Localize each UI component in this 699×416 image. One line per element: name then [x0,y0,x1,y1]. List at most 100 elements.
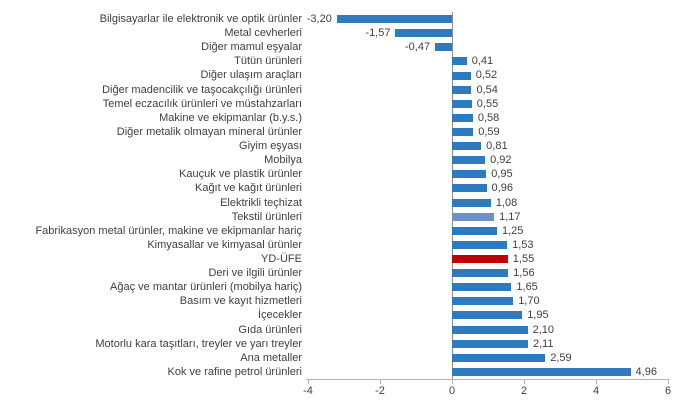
bar [452,212,495,221]
value-label: 0,52 [475,69,498,82]
value-label: 4,96 [635,365,657,378]
value-label: 1,70 [518,295,540,308]
category-label: Makine ve ekipmanlar (b.y.s.) [159,111,302,124]
x-axis-tick-label: 2 [520,385,528,397]
category-label: Gıda ürünleri [238,323,302,336]
value-label: 1,08 [495,196,518,209]
bar [336,15,452,24]
value-label: 1,95 [527,309,549,322]
value-label: 0,81 [486,140,508,153]
chart-row: Deri ve ilgili ürünler 1,56 [0,266,699,280]
x-axis-tick-label: 6 [664,385,672,397]
x-axis-tick [668,379,669,384]
value-label: 0,95 [491,168,513,181]
bar [452,297,514,306]
category-label: Ana metaller [240,351,302,364]
bar [452,367,631,376]
category-label: Ağaç ve mantar ürünleri (mobilya hariç) [110,281,302,294]
chart-row: Elektrikli teçhizat 1,08 [0,196,699,210]
value-label: 1,53 [512,238,534,251]
chart-row: Bilgisayarlar ile elektronik ve optik ür… [0,12,699,26]
category-label: Diğer ulaşım araçları [200,69,302,82]
chart-row: Diğer metalik olmayan mineral ürünler 0,5… [0,125,699,139]
chart-row: Diğer madencilik ve taşocakçılığı ürünle… [0,83,699,97]
x-axis-tick-label: -4 [303,385,313,397]
bar [452,170,487,179]
value-label: 1,17 [499,210,521,223]
chart-row: Makine ve ekipmanlar (b.y.s.) 0,58 [0,111,699,125]
bar [435,43,452,52]
category-label: Metal cevherleri [224,27,302,40]
bar [452,240,508,249]
category-label: Tütün ürünleri [234,55,302,68]
category-label: Mobilya [264,154,302,167]
x-axis-tick [308,379,309,384]
value-label: 0,92 [490,154,512,167]
chart-row: Kauçuk ve plastik ürünler 0,95 [0,167,699,181]
chart-row: Ağaç ve mantar ürünleri (mobilya hariç) 1… [0,280,699,294]
chart-row: Gıda ürünleri 2,10 [0,323,699,337]
category-label: Diğer metalik olmayan mineral ürünler [116,125,302,138]
category-label: Diğer mamul eşyalar [201,41,302,54]
category-label: Temel eczacılık ürünleri ve müstahzarlar… [102,97,302,110]
bar [452,85,472,94]
value-label: 1,56 [513,267,535,280]
category-label: YD-ÜFE [261,252,302,265]
category-label: Elektrikli teçhizat [220,196,302,209]
bar [452,156,486,165]
category-label: Fabrikasyon metal ürünler, makine ve eki… [35,224,302,237]
zero-axis-line [452,12,453,379]
bar [452,353,546,362]
x-axis-tick-label: 4 [592,385,600,397]
value-label: 0,58 [477,111,500,124]
category-label: Motorlu kara taşıtları, treyler ve yarı … [95,337,302,350]
category-label: Basım ve kayıt hizmetleri [179,295,302,308]
bar [452,184,487,193]
bar [452,283,512,292]
x-axis-tick [596,379,597,384]
category-label: Kauçuk ve plastik ürünler [179,168,302,181]
x-axis-line [306,379,669,380]
value-label: 2,10 [532,323,555,336]
value-label: -3,20 [306,13,332,25]
value-label: 2,59 [550,351,572,364]
value-label: 0,59 [478,125,500,138]
category-label: Giyim eşyası [239,140,302,153]
category-label: Tekstil ürünleri [231,210,302,223]
bar [452,269,509,278]
chart-row: YD-ÜFE 1,55 [0,252,699,266]
bar [452,255,508,263]
bar [452,325,528,334]
bar [452,311,523,320]
x-axis-tick-label: 0 [448,385,456,397]
bar [452,99,472,108]
bar [452,113,473,122]
bar [395,29,452,38]
chart-row: Diğer ulaşım araçları 0,52 [0,68,699,82]
chart-row: Tütün ürünleri 0,41 [0,54,699,68]
chart-row: Giyim eşyası 0,81 [0,139,699,153]
chart-row: Kağıt ve kağıt ürünleri 0,96 [0,181,699,195]
category-label: Kimyasallar ve kimyasal ürünler [147,238,302,251]
bar [452,127,474,136]
chart-row: İçecekler 1,95 [0,308,699,322]
chart-row: Metal cevherleri -1,57 [0,26,699,40]
category-label: Diğer madencilik ve taşocakçılığı ürünle… [102,83,302,96]
x-axis-tick [524,379,525,384]
value-label: -1,57 [365,27,391,40]
chart-row: Mobilya 0,92 [0,153,699,167]
bar [452,226,497,235]
chart-row: Kimyasallar ve kimyasal ürünler 1,53 [0,238,699,252]
value-label: 1,65 [516,281,538,294]
chart-row: Kok ve rafine petrol ürünleri 4,96 [0,365,699,379]
chart-row: Temel eczacılık ürünleri ve müstahzarlar… [0,97,699,111]
value-label: 1,55 [512,252,535,265]
x-axis-tick-label: -2 [375,385,385,397]
bar [452,339,528,348]
value-label: 0,54 [476,83,498,96]
x-axis-tick [452,379,453,384]
chart-row: Basım ve kayıt hizmetleri 1,70 [0,294,699,308]
chart-row: Tekstil ürünleri 1,17 [0,210,699,224]
